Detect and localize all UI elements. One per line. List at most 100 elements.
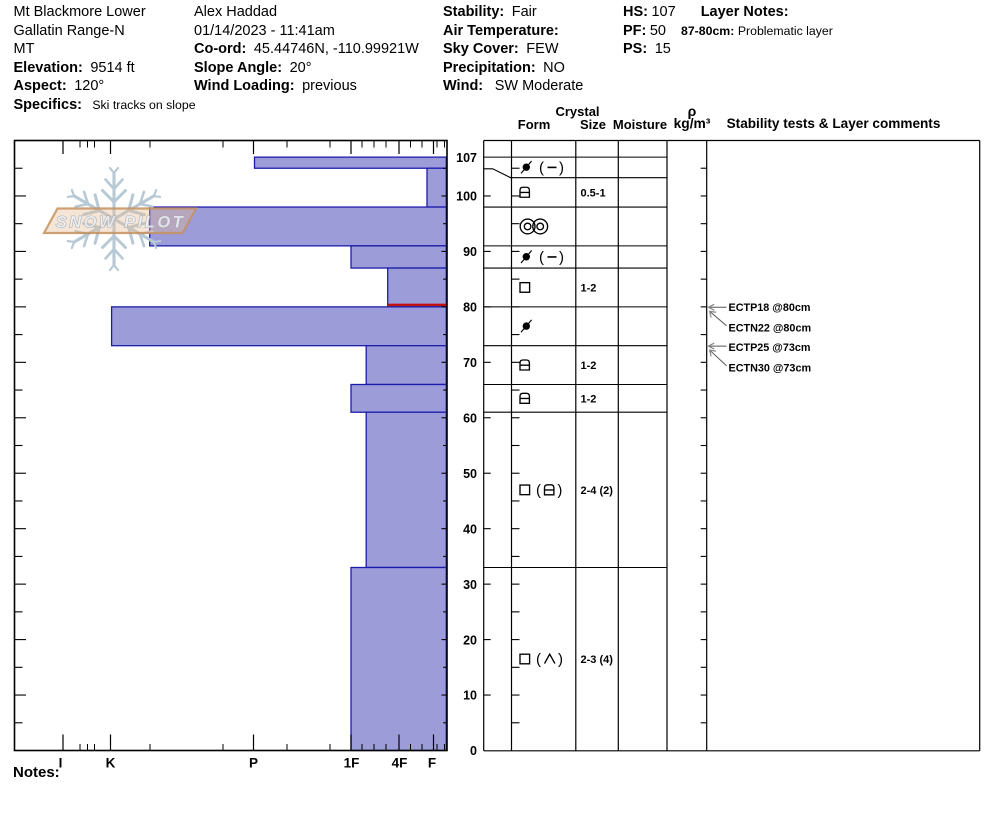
info-line: Air Temperature: bbox=[443, 22, 583, 41]
snowflake-icon-part-part bbox=[82, 209, 101, 217]
snowflake-icon-part bbox=[66, 217, 116, 250]
grain-form-MFcl-part bbox=[532, 218, 549, 235]
info-line: 01/14/2023 - 11:41am bbox=[194, 22, 419, 41]
test-arrow-head bbox=[708, 310, 717, 318]
info-label: HS: bbox=[623, 4, 648, 20]
info-label: Precipitation: bbox=[443, 59, 536, 76]
logo-band bbox=[42, 207, 198, 235]
grain-form-FCxr bbox=[519, 186, 531, 198]
depth-label: 90 bbox=[463, 245, 477, 259]
stability-test-label: ECTP25 @73cm bbox=[729, 342, 811, 354]
plot-frame-and-ticks bbox=[13, 139, 448, 752]
snowflake-icon-part-part bbox=[104, 247, 116, 260]
hardness-bar-layer-98-91 bbox=[149, 206, 447, 247]
snowflake-icon-part-part bbox=[127, 209, 146, 217]
hardness-bar-layer-33-0 bbox=[350, 566, 447, 752]
info-value: Mt Blackmore Lower bbox=[13, 4, 146, 20]
info-value: Gallatin Range-N bbox=[13, 22, 125, 39]
depth-label: 10 bbox=[463, 689, 477, 703]
hardness-label: 4F bbox=[392, 756, 408, 771]
info-label: PS: bbox=[623, 41, 648, 58]
hardness-label: P bbox=[249, 756, 258, 771]
info-label: Aspect: bbox=[13, 78, 67, 95]
stability-test-ECTN30: ECTN30 @73cm bbox=[708, 349, 811, 374]
snowflake-icon-part bbox=[101, 217, 127, 272]
depth-label: 50 bbox=[463, 467, 477, 481]
info-value: Alex Haddad bbox=[194, 4, 278, 20]
grain-form-DF (-)-part: ) bbox=[559, 159, 564, 176]
info-line: Layer Notes: bbox=[701, 3, 833, 22]
stability-test-ECTN22: ECTN22 @80cm bbox=[708, 310, 812, 334]
info-line: Elevation: 9514 ft bbox=[14, 59, 196, 78]
grain-form-DF-part bbox=[522, 322, 530, 330]
info-line: HS: 107 bbox=[623, 3, 676, 22]
grain-form-DF (-): () bbox=[520, 159, 564, 176]
grain-form-FCxr-part bbox=[519, 392, 531, 404]
info-line: Gallatin Range-N bbox=[14, 22, 196, 41]
info-line: Wind: SW Moderate bbox=[443, 77, 583, 96]
conditions-block: Stability: Fair Air Temperature: Sky Cover… bbox=[443, 3, 583, 96]
depth-label: 60 bbox=[463, 411, 477, 425]
depth-label: 30 bbox=[463, 578, 477, 592]
depth-label: 20 bbox=[463, 633, 477, 647]
grain-form-FCxr-part bbox=[519, 186, 531, 198]
grain-form-FCxr-part bbox=[519, 359, 531, 371]
info-line: 87-80cm: Problematic layer bbox=[681, 22, 833, 41]
test-arrow-head bbox=[707, 342, 715, 350]
info-label: 87-80cm: bbox=[681, 23, 735, 38]
info-value: FEW bbox=[522, 41, 559, 58]
hardness-bar-layer-107-105 bbox=[253, 156, 447, 169]
grain-form-FC (DH)-part: ) bbox=[558, 651, 563, 668]
info-value: 01/14/2023 - 11:41am bbox=[194, 22, 335, 39]
info-value: NO bbox=[539, 59, 565, 76]
depth-label: 0 bbox=[470, 744, 477, 758]
snowflake-icon-part-part bbox=[138, 202, 154, 208]
snowflake-icon-part-part bbox=[112, 217, 156, 244]
info-value: 9514 ft bbox=[86, 59, 135, 76]
grain-form-DF bbox=[520, 319, 533, 333]
info-line: Specifics: Ski tracks on slope bbox=[14, 96, 196, 115]
info-line: Slope Angle: 20° bbox=[194, 59, 419, 78]
pit-location-block: Mt Blackmore Lower Gallatin Range-N MT Elev… bbox=[14, 3, 196, 115]
grain-form-FCxr bbox=[519, 359, 531, 371]
grain-form-DF (-)-part bbox=[522, 163, 530, 171]
grain-form-FC (DH)-part bbox=[543, 652, 556, 664]
depth-label: 70 bbox=[463, 356, 477, 370]
hardness-label: K bbox=[106, 756, 116, 771]
info-line: PF: 50 bbox=[623, 22, 676, 41]
grain-form-FC (DH)-part bbox=[519, 653, 531, 665]
col-header-crystal: Crystal bbox=[555, 103, 600, 119]
grain-form-MFcl-part bbox=[523, 222, 532, 231]
info-label: Sky Cover: bbox=[443, 41, 519, 58]
info-line: MT bbox=[14, 40, 196, 59]
col-header-stability-tests: Stability tests & Layer comments bbox=[726, 116, 941, 131]
info-value: MT bbox=[13, 41, 35, 58]
pit-measures-block: HS: 107 PF: 50 PS: 15 bbox=[623, 3, 676, 59]
snowflake-icon-part-part bbox=[101, 234, 116, 249]
stability-tests: ECTP18 @80cm ECTN22 @80cm ECTP25 @73cm ECTN… bbox=[707, 302, 812, 374]
snowflake-icon-part-part bbox=[82, 190, 90, 206]
stability-test-label: ECTN22 @80cm bbox=[729, 322, 812, 334]
snowflake-icon-part-part bbox=[82, 232, 90, 248]
info-line: Alex Haddad bbox=[194, 3, 419, 22]
snowflake-icon-part-part bbox=[152, 188, 158, 198]
snowflake-icon-part-part bbox=[82, 221, 101, 229]
info-label: Wind Loading: bbox=[194, 78, 295, 95]
grain-form-FCxr bbox=[519, 392, 531, 404]
grain-form-DF (-)-part bbox=[522, 253, 530, 261]
crystal-form-symbols: () 0.5-1 () 1-2 1-2 1-2 () 2-4 (2) () 2-3 (4) bbox=[519, 159, 614, 668]
layer-notes-block: Layer Notes: 87-80cm: Problematic layer bbox=[681, 3, 833, 40]
red-problem-layer-line bbox=[387, 303, 447, 307]
grain-size-text: 1-2 bbox=[581, 393, 597, 405]
info-value: Ski tracks on slope bbox=[85, 97, 196, 112]
info-label: Wind: bbox=[443, 78, 484, 95]
hardness-bar-layer-66-61 bbox=[350, 383, 447, 413]
info-line: Sky Cover: FEW bbox=[443, 40, 583, 59]
grain-form-DF (-): () bbox=[520, 249, 564, 266]
grain-size-text: 2-4 (2) bbox=[581, 485, 614, 497]
grain-form-DF (-)-part: ( bbox=[539, 159, 544, 176]
info-label: PF: bbox=[623, 22, 647, 39]
info-label: Slope Angle: bbox=[194, 59, 283, 76]
snowflake-icon-part-part bbox=[138, 232, 146, 248]
